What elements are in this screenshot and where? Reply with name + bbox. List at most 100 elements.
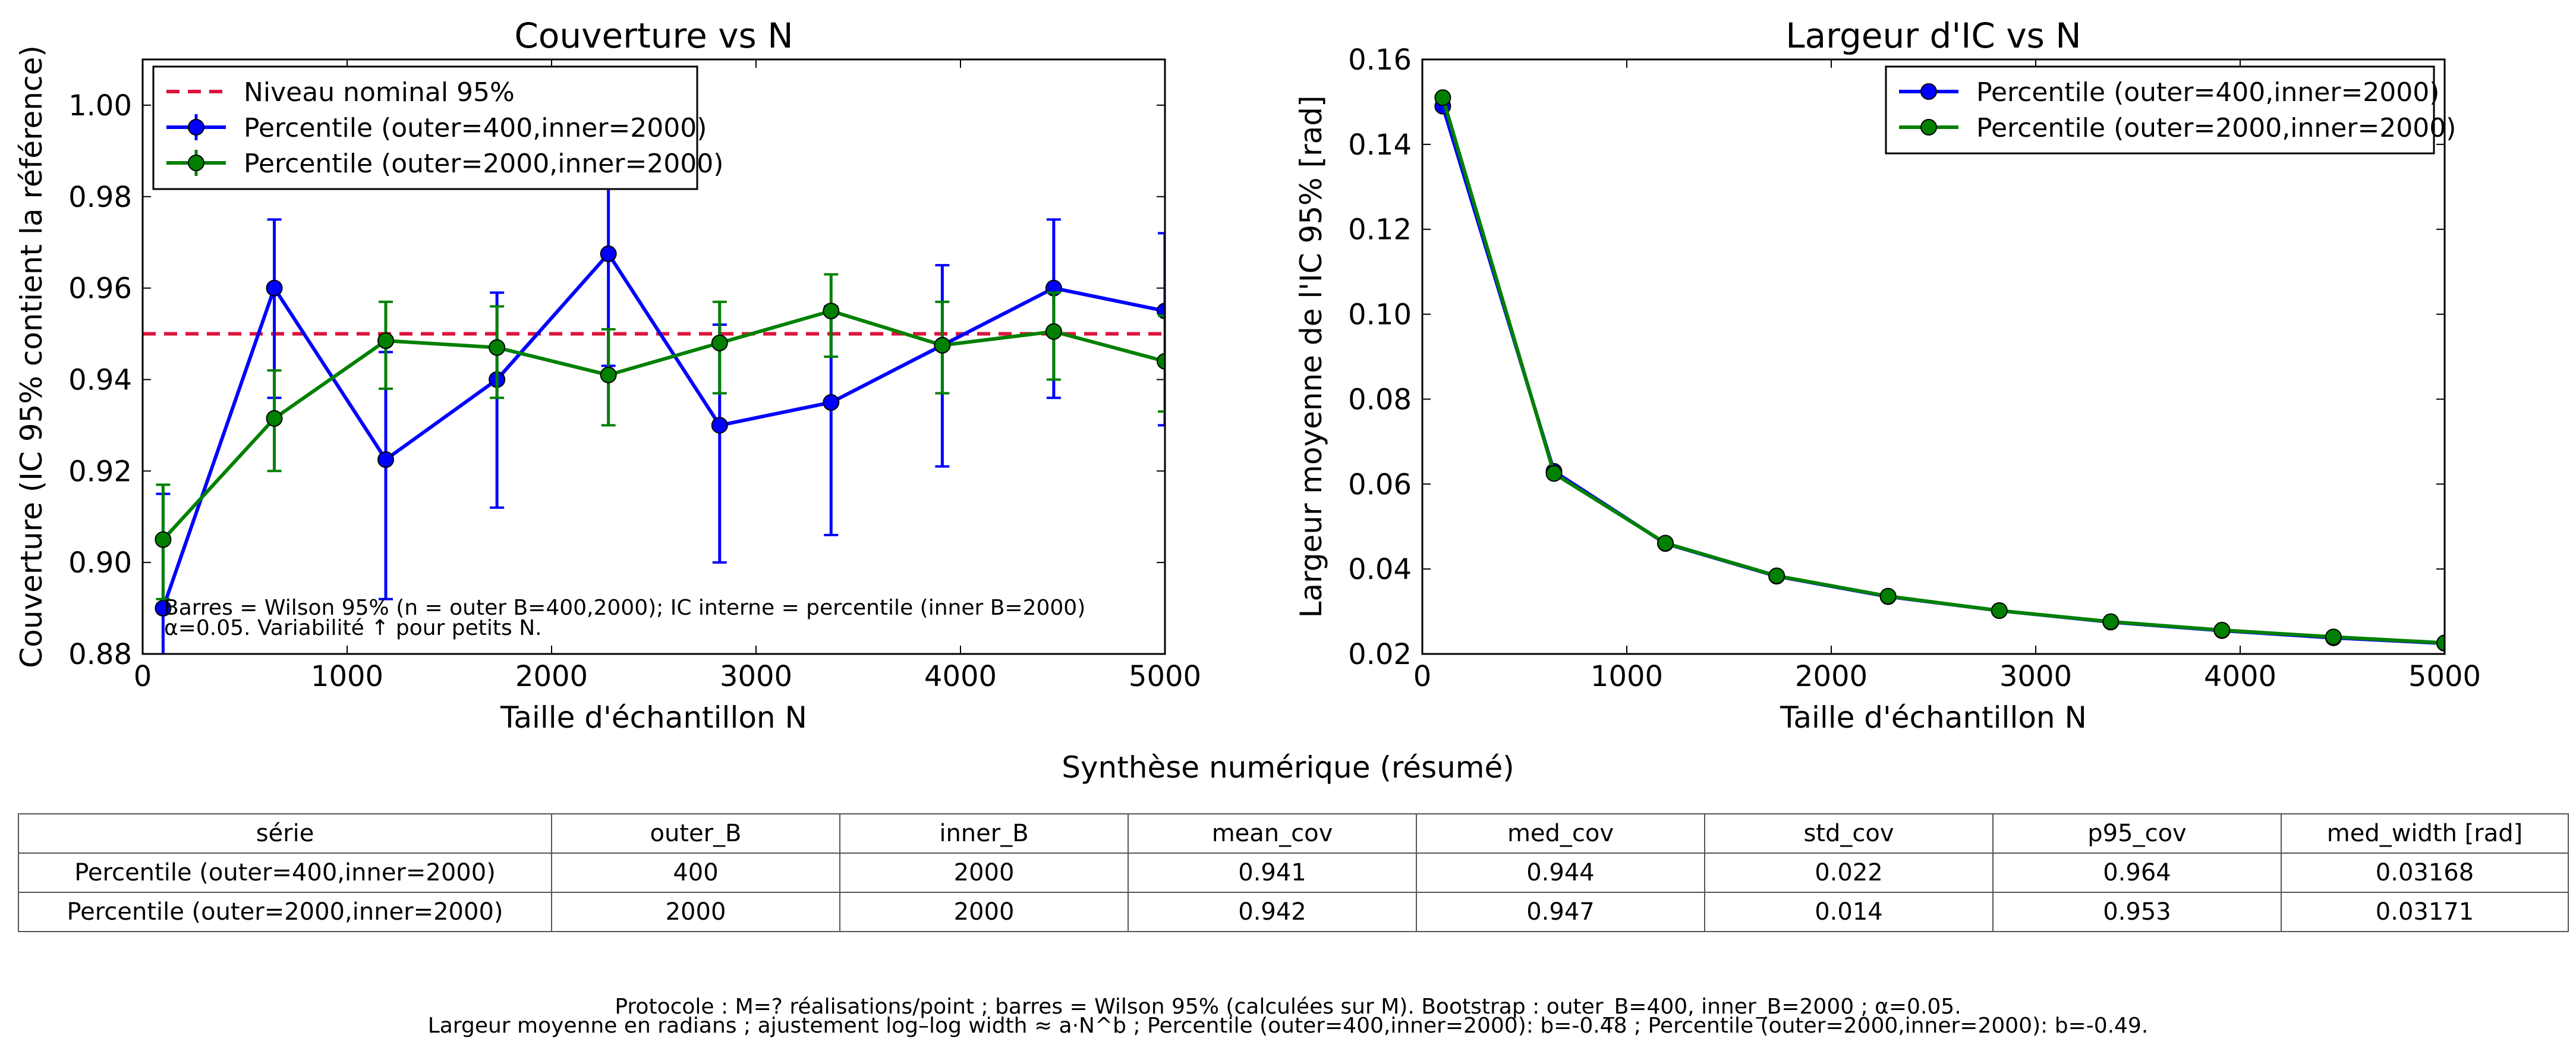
chart1-x-axis-label: Taille d'échantillon N xyxy=(500,700,807,735)
chart2-series-2-point xyxy=(2102,613,2120,630)
chart1-series-1-point xyxy=(377,451,395,468)
chart1-series-2-point xyxy=(489,339,506,356)
chart1-legend-swatch-marker xyxy=(188,155,204,171)
chart2-series-2-point xyxy=(1657,534,1674,552)
footer-fit-note: Largeur moyenne en radians ; ajustement … xyxy=(427,1014,2149,1038)
table-cell: 0.03168 xyxy=(2281,852,2569,893)
chart2-series-2-line xyxy=(1441,97,2445,645)
table-cell: 2000 xyxy=(551,892,840,932)
chart1-series-2-point xyxy=(934,336,951,354)
chart1-y-axis-label: Couverture (IC 95% contient la référence… xyxy=(14,45,49,668)
chart1-plot-area xyxy=(143,186,1165,654)
table-cell: p95_cov xyxy=(1992,813,2282,854)
chart2-y-tick-label: 0.10 xyxy=(1348,298,1412,332)
table-cell: med_cov xyxy=(1416,813,1705,854)
summary-table: série outer_B inner_B mean_cov med_cov std_co… xyxy=(18,813,2569,932)
chart1-legend-label: Percentile (outer=2000,inner=2000) xyxy=(244,149,723,179)
chart2-legend-label: Percentile (outer=2000,inner=2000) xyxy=(1976,113,2456,143)
chart2-legend-label: Percentile (outer=400,inner=2000) xyxy=(1976,77,2439,108)
table-cell: med_width [rad] xyxy=(2281,813,2569,854)
table-cell: 0.03171 xyxy=(2281,892,2569,932)
chart1-annotation: α=0.05. Variabilité ↑ pour petits N. xyxy=(164,616,542,640)
chart1-series-2-point xyxy=(266,410,283,427)
table-cell: std_cov xyxy=(1704,813,1994,854)
table-cell: Percentile (outer=400,inner=2000) xyxy=(18,852,552,893)
table-cell: série xyxy=(18,813,552,854)
chart1-series-1-line xyxy=(161,251,1165,609)
chart2-x-tick-label: 1000 xyxy=(1591,660,1663,693)
table-cell: 0.022 xyxy=(1704,852,1994,893)
chart2-legend-swatch-marker xyxy=(1920,83,1937,100)
footer-protocol: Protocole : M=? réalisations/point ; bar… xyxy=(615,995,1961,1019)
chart1-x-tick-label: 0 xyxy=(134,660,152,693)
table-cell: inner_B xyxy=(839,813,1129,854)
table-cell: 0.944 xyxy=(1416,852,1705,893)
chart2-x-tick-label: 5000 xyxy=(2408,660,2481,693)
chart2-series-2-point xyxy=(2325,628,2342,646)
table-cell: mean_cov xyxy=(1128,813,1417,854)
chart1-legend-box xyxy=(152,65,698,190)
chart2-y-tick-label: 0.06 xyxy=(1348,468,1412,501)
chart2-plot-area xyxy=(1434,89,2445,652)
chart2-x-tick-label: 2000 xyxy=(1795,660,1868,693)
chart2-series-1-line xyxy=(1441,105,2445,646)
chart1-x-tick-label: 3000 xyxy=(720,660,792,693)
table-row: Percentile (outer=400,inner=2000) 400 2000… xyxy=(18,852,2569,893)
chart2-series-2-point xyxy=(1768,567,1785,584)
chart1-y-tick-label: 0.94 xyxy=(68,363,132,397)
chart2-legend-box xyxy=(1885,65,2435,155)
chart2-series-2-point xyxy=(1879,587,1897,605)
table-cell: 0.941 xyxy=(1128,852,1417,893)
chart1-series-1-point xyxy=(711,417,728,434)
chart1-series-1-point xyxy=(155,600,172,617)
chart2-y-tick-label: 0.04 xyxy=(1348,553,1412,586)
chart1-legend-label: Niveau nominal 95% xyxy=(244,77,515,108)
table-cell: outer_B xyxy=(551,813,840,854)
chart1-series-2-point xyxy=(823,303,840,320)
chart1-y-tick-label: 0.90 xyxy=(68,546,132,580)
chart1-x-tick-label: 2000 xyxy=(515,660,588,693)
chart1-y-tick-label: 0.88 xyxy=(68,638,132,671)
chart2-plot-frame xyxy=(1421,58,2446,655)
table-row: Percentile (outer=2000,inner=2000) 2000 20… xyxy=(18,892,2569,932)
chart1-series-2-point xyxy=(1157,353,1165,370)
chart2-x-tick-label: 4000 xyxy=(2204,660,2276,693)
table-cell: 0.953 xyxy=(1992,892,2282,932)
chart1-series-1-point xyxy=(823,394,840,411)
table-cell: 0.947 xyxy=(1416,892,1705,932)
chart1-series-2-line xyxy=(162,309,1165,541)
chart1-series-2-point xyxy=(711,334,728,351)
chart1-series-1-point xyxy=(600,245,617,262)
chart2-series-2-point xyxy=(1434,89,1451,106)
chart1-x-tick-label: 4000 xyxy=(924,660,997,693)
chart2-y-axis-label: Largeur moyenne de l'IC 95% [rad] xyxy=(1294,95,1328,618)
chart1-plot-frame xyxy=(141,58,1166,655)
table-cell: 2000 xyxy=(839,892,1129,932)
table-cell: 2000 xyxy=(839,852,1129,893)
chart2-y-tick-label: 0.14 xyxy=(1348,128,1412,162)
chart1-legend-swatch-marker xyxy=(188,119,204,136)
chart2-legend-swatch-marker xyxy=(1920,119,1937,136)
chart2-y-tick-label: 0.02 xyxy=(1348,638,1412,671)
chart2-x-axis-label: Taille d'échantillon N xyxy=(1780,700,2087,735)
table-title: Synthèse numérique (résumé) xyxy=(1062,750,1514,785)
table-cell: 0.942 xyxy=(1128,892,1417,932)
chart1-x-tick-label: 5000 xyxy=(1129,660,1201,693)
chart1-series-2-point xyxy=(1045,323,1062,340)
chart2-y-tick-label: 0.08 xyxy=(1348,383,1412,416)
chart1-annotation: Barres = Wilson 95% (n = outer B=400,200… xyxy=(164,596,1085,620)
chart1-y-tick-label: 0.92 xyxy=(68,455,132,488)
chart1-series-1-point xyxy=(266,279,283,297)
chart1-y-tick-label: 0.98 xyxy=(68,181,132,214)
chart2-series-2-point xyxy=(2436,634,2445,652)
table-cell: 0.964 xyxy=(1992,852,2282,893)
chart2-x-tick-label: 0 xyxy=(1413,660,1432,693)
chart2-series-2-point xyxy=(1991,602,2008,619)
table-cell: 400 xyxy=(551,852,840,893)
chart2-series-2-point xyxy=(1545,465,1563,482)
chart2-series-2-point xyxy=(2213,622,2231,638)
chart2-y-tick-label: 0.12 xyxy=(1348,213,1412,247)
chart1-y-tick-label: 1.00 xyxy=(68,89,132,122)
table-header-row: série outer_B inner_B mean_cov med_cov std_co… xyxy=(18,813,2569,854)
